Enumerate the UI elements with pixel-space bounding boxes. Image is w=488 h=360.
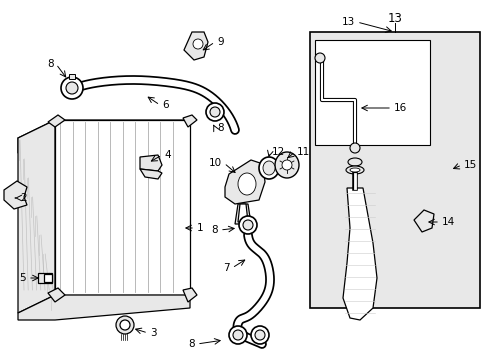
Text: 4: 4 (163, 150, 170, 160)
Ellipse shape (259, 157, 279, 179)
Text: 8: 8 (188, 339, 195, 349)
Text: 6: 6 (162, 100, 168, 110)
FancyBboxPatch shape (314, 40, 429, 145)
Polygon shape (55, 120, 190, 295)
Polygon shape (224, 160, 264, 204)
Polygon shape (183, 32, 207, 60)
Polygon shape (4, 181, 27, 209)
Polygon shape (342, 188, 376, 320)
Text: 9: 9 (217, 37, 223, 47)
Text: 8: 8 (47, 59, 54, 69)
Ellipse shape (263, 161, 274, 175)
Circle shape (61, 77, 83, 99)
Circle shape (250, 326, 268, 344)
Circle shape (349, 143, 359, 153)
Polygon shape (48, 288, 65, 302)
Text: 2: 2 (20, 193, 26, 203)
Circle shape (209, 107, 220, 117)
Text: 15: 15 (463, 160, 476, 170)
Text: 3: 3 (150, 328, 156, 338)
Text: 8: 8 (211, 225, 218, 235)
Polygon shape (48, 115, 65, 127)
Polygon shape (183, 115, 197, 127)
Polygon shape (18, 295, 190, 320)
Circle shape (193, 39, 203, 49)
Text: 5: 5 (20, 273, 26, 283)
Text: 13: 13 (341, 17, 354, 27)
Text: 1: 1 (197, 223, 203, 233)
Text: 14: 14 (441, 217, 454, 227)
FancyBboxPatch shape (44, 274, 52, 282)
Polygon shape (140, 169, 162, 179)
Circle shape (314, 53, 325, 63)
Ellipse shape (347, 158, 361, 166)
Polygon shape (183, 288, 197, 302)
Ellipse shape (238, 173, 256, 195)
Text: 16: 16 (393, 103, 407, 113)
Text: 7: 7 (223, 263, 229, 273)
Polygon shape (238, 204, 247, 222)
Polygon shape (140, 155, 162, 171)
Text: 12: 12 (271, 147, 285, 157)
Text: 8: 8 (217, 123, 223, 133)
Ellipse shape (349, 168, 359, 172)
Circle shape (243, 220, 252, 230)
Circle shape (282, 160, 291, 170)
Circle shape (228, 326, 246, 344)
Circle shape (205, 103, 224, 121)
Text: 11: 11 (296, 147, 309, 157)
Ellipse shape (274, 152, 298, 178)
Circle shape (66, 82, 78, 94)
FancyBboxPatch shape (309, 32, 479, 308)
Circle shape (254, 330, 264, 340)
Polygon shape (235, 204, 250, 224)
Ellipse shape (346, 166, 363, 174)
Text: 10: 10 (208, 158, 222, 168)
Polygon shape (413, 210, 433, 232)
Circle shape (116, 316, 134, 334)
Polygon shape (18, 120, 55, 313)
Circle shape (239, 216, 257, 234)
Polygon shape (18, 120, 190, 153)
FancyBboxPatch shape (38, 273, 52, 283)
FancyBboxPatch shape (69, 74, 75, 79)
Text: 13: 13 (387, 12, 402, 24)
Circle shape (232, 330, 243, 340)
Circle shape (120, 320, 130, 330)
